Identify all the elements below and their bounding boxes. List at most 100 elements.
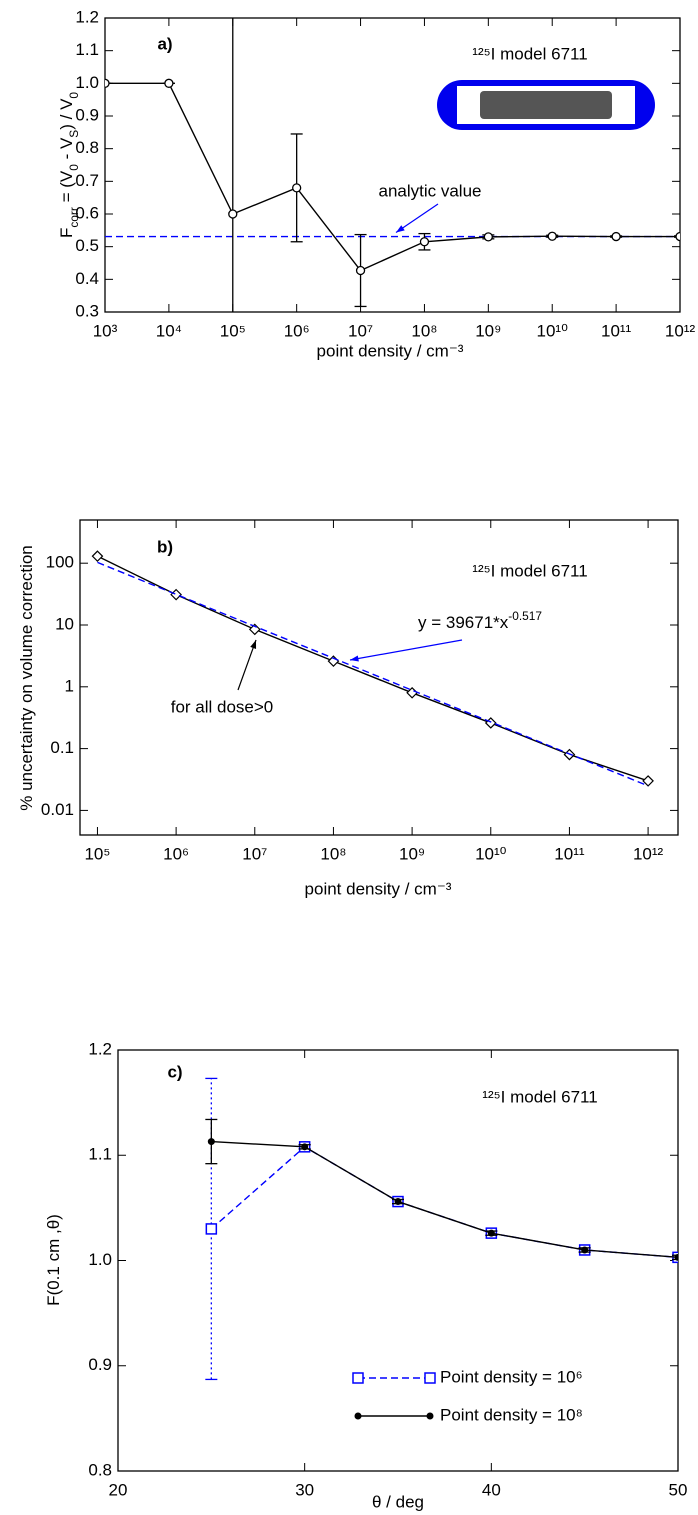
marker	[674, 1253, 678, 1261]
marker	[91, 550, 104, 563]
plot-frame	[117, 1049, 679, 1472]
marker	[611, 231, 621, 242]
arrow-line	[349, 639, 463, 661]
plot-frame	[79, 519, 679, 836]
marker	[483, 232, 493, 242]
x-tick-label: 10⁴	[156, 321, 182, 340]
chart-title: b)	[157, 537, 173, 556]
x-tick-label: 10¹¹	[554, 844, 585, 863]
label-part: ) / V	[57, 98, 76, 130]
source-core	[480, 91, 612, 119]
marker	[487, 1229, 495, 1237]
y-tick-label: 0.3	[75, 301, 99, 320]
reference-label: analytic value	[378, 181, 481, 200]
marker	[581, 1246, 589, 1254]
marker	[207, 1138, 215, 1146]
y-tick-label: 0.5	[75, 236, 99, 255]
plot-area	[205, 1077, 678, 1381]
marker	[547, 231, 557, 241]
y-tick-label: 0.9	[75, 105, 99, 124]
marker	[642, 775, 654, 787]
marker	[419, 237, 430, 247]
marker	[675, 231, 680, 242]
x-tick-label: 10⁷	[242, 844, 267, 863]
y-tick-label: 0.4	[75, 269, 99, 288]
subscript: 0	[67, 164, 81, 171]
superscript: -0.517	[508, 609, 542, 623]
y-tick-label: 0.8	[88, 1460, 112, 1479]
y-tick-label: 0.1	[50, 738, 74, 757]
y-tick-label: 0.9	[88, 1355, 112, 1374]
x-tick-label: 10¹¹	[601, 321, 632, 340]
marker	[105, 78, 110, 88]
y-tick-label: 10	[55, 614, 74, 633]
label-part: % uncertainty on volume correction	[17, 545, 36, 811]
marker	[205, 1223, 218, 1235]
x-tick-label: 10⁷	[348, 321, 373, 340]
y-tick-label: 1.2	[75, 7, 99, 26]
y-tick-label: 1	[65, 676, 74, 695]
x-tick-label: 50	[669, 1480, 688, 1499]
label-part: y = 39671*x	[418, 613, 509, 632]
y-tick-label: 0.6	[75, 203, 99, 222]
x-tick-label: 10⁸	[411, 321, 437, 340]
y-tick-label: 0.7	[75, 171, 99, 190]
x-axis-label: point density / cm⁻³	[305, 879, 452, 898]
arrow-head	[396, 225, 405, 233]
y-tick-label: 1.0	[88, 1250, 112, 1269]
series-line	[105, 82, 680, 272]
x-tick-label: 10⁸	[320, 844, 346, 863]
x-tick-label: 10⁹	[399, 844, 425, 863]
error-bar	[672, 1254, 678, 1261]
arrow-line	[395, 203, 439, 234]
x-tick-label: 10¹²	[665, 321, 696, 340]
series-line	[97, 555, 649, 782]
legend-label: Point density = 10⁸	[440, 1405, 583, 1424]
source-icon	[437, 80, 655, 130]
y-tick-label: 1.0	[75, 73, 99, 92]
series-line	[97, 561, 649, 787]
legend-label: Point density = 10⁶	[440, 1367, 583, 1386]
x-tick-label: 10¹²	[633, 844, 664, 863]
marker	[354, 1412, 362, 1420]
arrow-head	[250, 640, 257, 649]
marker	[426, 1412, 434, 1420]
marker	[228, 209, 238, 219]
marker	[292, 183, 302, 193]
y-tick-label: 0.8	[75, 138, 99, 157]
x-tick-label: 10⁵	[220, 321, 246, 340]
marker	[352, 1372, 364, 1384]
arrow-head	[350, 655, 359, 662]
y-tick-label: 1.1	[88, 1145, 112, 1164]
x-tick-label: 10⁶	[284, 321, 310, 340]
annotation: y = 39671*x-0.517	[418, 609, 542, 632]
marker	[248, 623, 261, 636]
series-line	[210, 1145, 678, 1259]
annotation: ¹²⁵I model 6711	[472, 561, 587, 580]
plot-area	[91, 550, 654, 787]
annotation: ¹²⁵I model 6711	[472, 44, 587, 63]
label-part: F	[57, 228, 76, 238]
x-tick-label: 10⁹	[475, 321, 501, 340]
marker	[301, 1143, 309, 1151]
annotation: ¹²⁵I model 6711	[482, 1087, 597, 1106]
y-tick-label: 1.2	[88, 1039, 112, 1058]
annotation: for all dose>0	[171, 697, 274, 716]
series-line	[211, 1140, 678, 1259]
x-axis-label: θ / deg	[372, 1492, 424, 1511]
label-part: = (V	[57, 170, 76, 207]
label-part: - V	[57, 137, 76, 164]
marker	[484, 717, 497, 729]
arrow-line	[237, 639, 257, 691]
y-tick-label: 100	[46, 553, 74, 572]
x-tick-label: 20	[109, 1480, 128, 1499]
marker	[394, 1198, 402, 1206]
subscript: S	[67, 130, 81, 138]
x-tick-label: 10⁵	[84, 844, 110, 863]
plot-area	[105, 18, 680, 312]
y-tick-label: 0.01	[41, 800, 74, 819]
x-tick-label: 30	[295, 1480, 314, 1499]
y-axis-label: % uncertainty on volume correction	[17, 545, 36, 811]
